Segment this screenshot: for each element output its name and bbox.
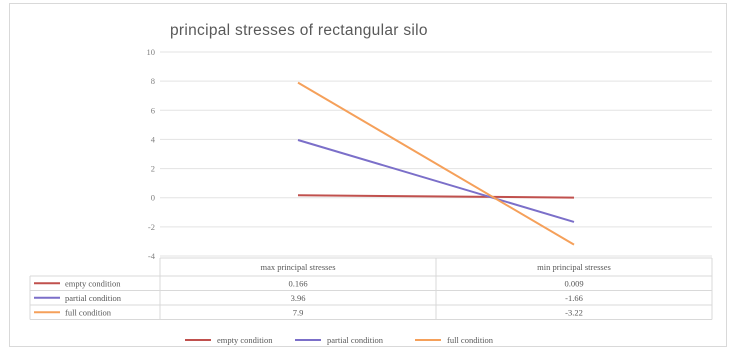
table-series-name: empty condition — [65, 278, 121, 288]
chart-title: principal stresses of rectangular silo — [170, 22, 428, 39]
y-tick-label: 10 — [147, 47, 156, 57]
table-series-name: full condition — [65, 307, 112, 317]
chart-frame — [9, 3, 727, 347]
data-label: 7.9 — [293, 307, 304, 317]
data-label: -3.22 — [565, 307, 583, 317]
y-tick-label: 0 — [151, 193, 155, 203]
data-label: 0.166 — [288, 278, 307, 288]
table-series-name: partial condition — [65, 293, 122, 303]
data-label: 3.96 — [291, 293, 306, 303]
y-tick-label: 8 — [151, 76, 155, 86]
legend-label: empty condition — [217, 335, 273, 345]
x-category-label: min principal stresses — [537, 262, 611, 272]
y-tick-label: -4 — [148, 251, 156, 261]
series-line — [297, 194, 575, 199]
y-tick-label: 4 — [151, 134, 156, 144]
x-category-label: max principal stresses — [260, 262, 335, 272]
y-tick-label: 2 — [151, 164, 155, 174]
series-line — [297, 81, 575, 246]
series-line — [297, 139, 575, 223]
legend-label: partial condition — [327, 335, 384, 345]
y-tick-label: 6 — [151, 105, 155, 115]
data-label: 0.009 — [564, 278, 583, 288]
data-label: -1.66 — [565, 293, 583, 303]
legend-label: full condition — [447, 335, 494, 345]
y-tick-label: -2 — [148, 222, 155, 232]
